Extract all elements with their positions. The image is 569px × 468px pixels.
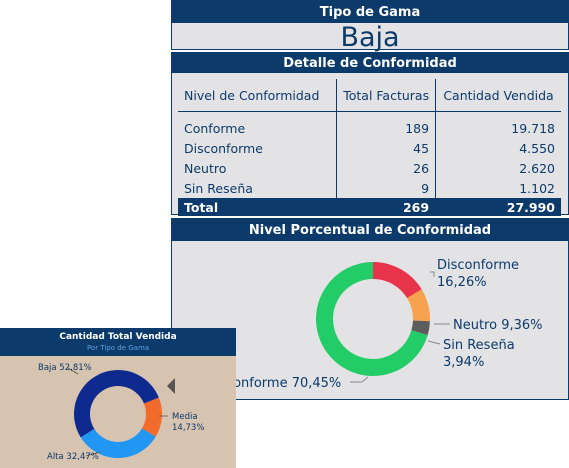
total-label: Total bbox=[178, 198, 337, 216]
tipo-gama-card: Tipo de Gama Baja bbox=[171, 0, 569, 50]
label-baja: Baja 52,81% bbox=[38, 363, 92, 373]
label-sin-resena-pct: 3,94% bbox=[443, 355, 484, 370]
label-sin-resena-name: Sin Reseña bbox=[443, 338, 515, 353]
table-header-row: Nivel de Conformidad Total Facturas Cant… bbox=[178, 79, 561, 112]
donut-slice-disconforme[interactable] bbox=[373, 262, 422, 298]
tooltip-pointer bbox=[167, 378, 175, 394]
total-facturas: 269 bbox=[337, 198, 436, 216]
tipo-gama-value: Baja bbox=[172, 23, 568, 51]
cell-nivel: Disconforme bbox=[178, 138, 337, 158]
table-row[interactable]: Disconforme 45 4.550 bbox=[178, 138, 561, 158]
cell-cantidad: 2.620 bbox=[436, 158, 561, 178]
cell-nivel: Conforme bbox=[178, 112, 337, 139]
cell-facturas: 45 bbox=[337, 138, 436, 158]
cell-cantidad: 19.718 bbox=[436, 112, 561, 139]
cell-facturas: 189 bbox=[337, 112, 436, 139]
leader-line-conforme bbox=[350, 377, 368, 382]
table-row[interactable]: Neutro 26 2.620 bbox=[178, 158, 561, 178]
label-conforme: Conforme 70,45% bbox=[224, 376, 341, 391]
column-header-facturas[interactable]: Total Facturas bbox=[337, 79, 436, 112]
tipo-gama-header: Tipo de Gama bbox=[172, 1, 568, 23]
cell-facturas: 9 bbox=[337, 178, 436, 198]
label-neutro: Neutro 9,36% bbox=[453, 318, 543, 333]
total-cantidad: 27.990 bbox=[436, 198, 561, 216]
label-media-pct: 14,73% bbox=[172, 423, 204, 433]
column-header-cantidad[interactable]: Cantidad Vendida bbox=[436, 79, 561, 112]
table-row[interactable]: Conforme 189 19.718 bbox=[178, 112, 561, 139]
cell-cantidad: 1.102 bbox=[436, 178, 561, 198]
cell-cantidad: 4.550 bbox=[436, 138, 561, 158]
cantidad-total-card: Cantidad Total Vendida Por Tipo de Gama … bbox=[0, 328, 236, 468]
cell-nivel: Sin Reseña bbox=[178, 178, 337, 198]
conformidad-table: Nivel de Conformidad Total Facturas Cant… bbox=[178, 79, 561, 216]
leader-line-sin-resena bbox=[428, 341, 440, 344]
detalle-conformidad-card: Detalle de Conformidad Nivel de Conformi… bbox=[171, 52, 569, 215]
cell-nivel: Neutro bbox=[178, 158, 337, 178]
cell-facturas: 26 bbox=[337, 158, 436, 178]
label-alta: Alta 32,47% bbox=[47, 452, 99, 462]
label-disconforme-pct: 16,26% bbox=[437, 275, 487, 290]
table-row[interactable]: Sin Reseña 9 1.102 bbox=[178, 178, 561, 198]
table-total-row: Total 269 27.990 bbox=[178, 198, 561, 216]
column-header-nivel[interactable]: Nivel de Conformidad bbox=[178, 79, 337, 112]
leader-line-disconforme bbox=[430, 272, 434, 277]
detalle-conformidad-header: Detalle de Conformidad bbox=[172, 53, 568, 73]
label-disconforme-name: Disconforme bbox=[437, 258, 519, 273]
gama-donut-chart: Baja 52,81% Media 14,73% Alta 32,47% bbox=[0, 328, 236, 468]
label-media-name: Media bbox=[172, 412, 198, 422]
